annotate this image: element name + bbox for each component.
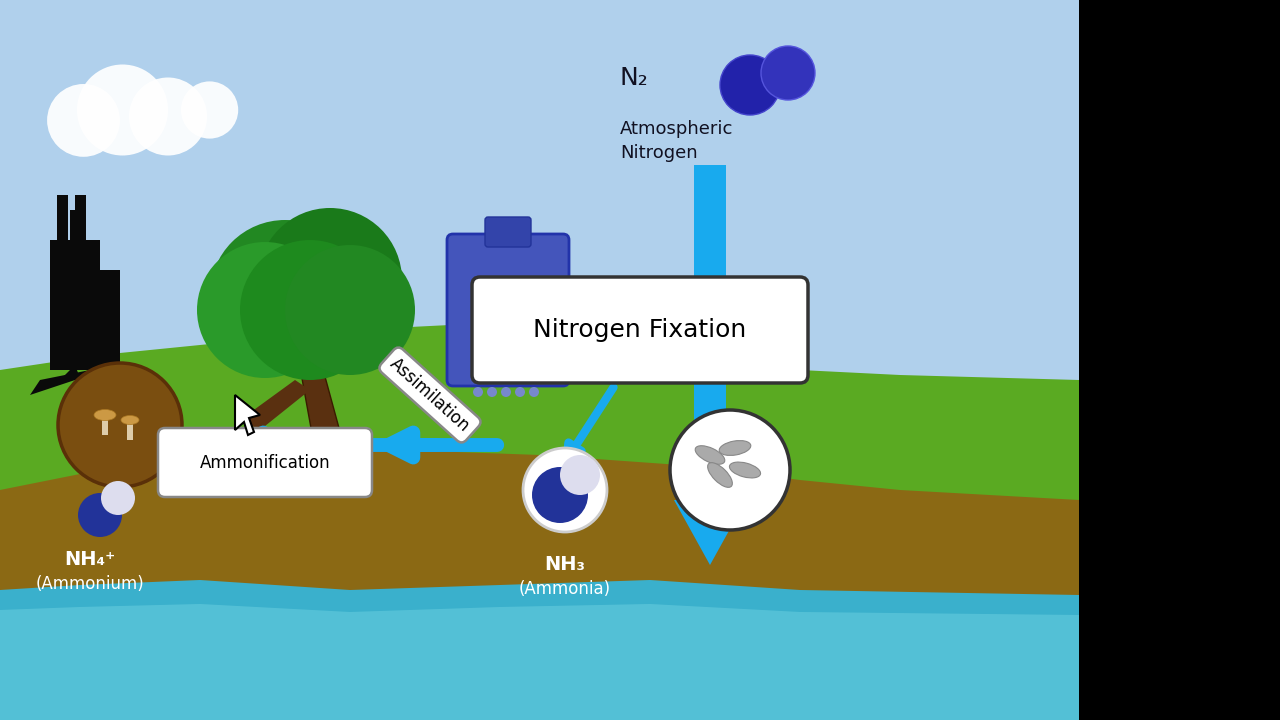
Bar: [694, 165, 726, 285]
Circle shape: [515, 387, 525, 397]
Text: Nitrogen Fixation: Nitrogen Fixation: [534, 318, 746, 342]
Polygon shape: [236, 395, 260, 435]
Bar: [0, 0, 1079, 720]
FancyBboxPatch shape: [485, 217, 531, 247]
Circle shape: [241, 240, 380, 380]
Text: Ammonification: Ammonification: [200, 454, 330, 472]
Circle shape: [77, 65, 168, 156]
Bar: [102, 415, 108, 435]
Circle shape: [78, 493, 122, 537]
FancyBboxPatch shape: [157, 428, 372, 497]
Circle shape: [474, 387, 483, 397]
Text: ❧: ❧: [492, 276, 525, 314]
Text: NH₃: NH₃: [544, 555, 585, 574]
Circle shape: [58, 363, 182, 487]
Circle shape: [129, 78, 207, 156]
Ellipse shape: [93, 410, 116, 420]
Polygon shape: [29, 370, 131, 395]
Bar: [76, 195, 86, 245]
Circle shape: [529, 387, 539, 397]
Circle shape: [47, 84, 120, 157]
Circle shape: [500, 387, 511, 397]
Circle shape: [101, 481, 134, 515]
Ellipse shape: [122, 415, 140, 425]
Text: (Ammonium): (Ammonium): [36, 575, 145, 593]
Polygon shape: [50, 210, 120, 370]
Text: (Ammonia): (Ammonia): [518, 580, 611, 598]
Circle shape: [197, 242, 333, 378]
Circle shape: [210, 220, 360, 370]
Bar: [1079, 0, 1280, 720]
Circle shape: [532, 467, 588, 523]
Polygon shape: [55, 365, 79, 385]
Circle shape: [180, 81, 238, 138]
Text: NH₄⁺: NH₄⁺: [64, 550, 115, 569]
FancyBboxPatch shape: [447, 234, 570, 386]
Text: Assimilation: Assimilation: [387, 354, 474, 436]
Ellipse shape: [730, 462, 760, 478]
Ellipse shape: [719, 441, 751, 456]
Text: Fertilizer: Fertilizer: [475, 343, 541, 358]
Text: N₂: N₂: [620, 66, 649, 90]
Circle shape: [719, 55, 780, 115]
Circle shape: [762, 46, 815, 100]
Polygon shape: [0, 580, 1079, 720]
Ellipse shape: [708, 463, 732, 487]
FancyBboxPatch shape: [472, 277, 808, 383]
Polygon shape: [0, 604, 1079, 720]
Bar: [58, 195, 68, 245]
Circle shape: [669, 410, 790, 530]
Circle shape: [285, 245, 415, 375]
Circle shape: [561, 455, 600, 495]
Circle shape: [259, 208, 402, 352]
Polygon shape: [241, 380, 310, 430]
Polygon shape: [0, 450, 1079, 720]
Polygon shape: [294, 340, 346, 450]
Circle shape: [486, 387, 497, 397]
Polygon shape: [675, 500, 746, 565]
Polygon shape: [0, 325, 1079, 720]
Bar: [694, 285, 726, 500]
Ellipse shape: [695, 446, 724, 464]
Text: Atmospheric
Nitrogen: Atmospheric Nitrogen: [620, 120, 733, 161]
Bar: [127, 420, 133, 440]
Circle shape: [524, 448, 607, 532]
